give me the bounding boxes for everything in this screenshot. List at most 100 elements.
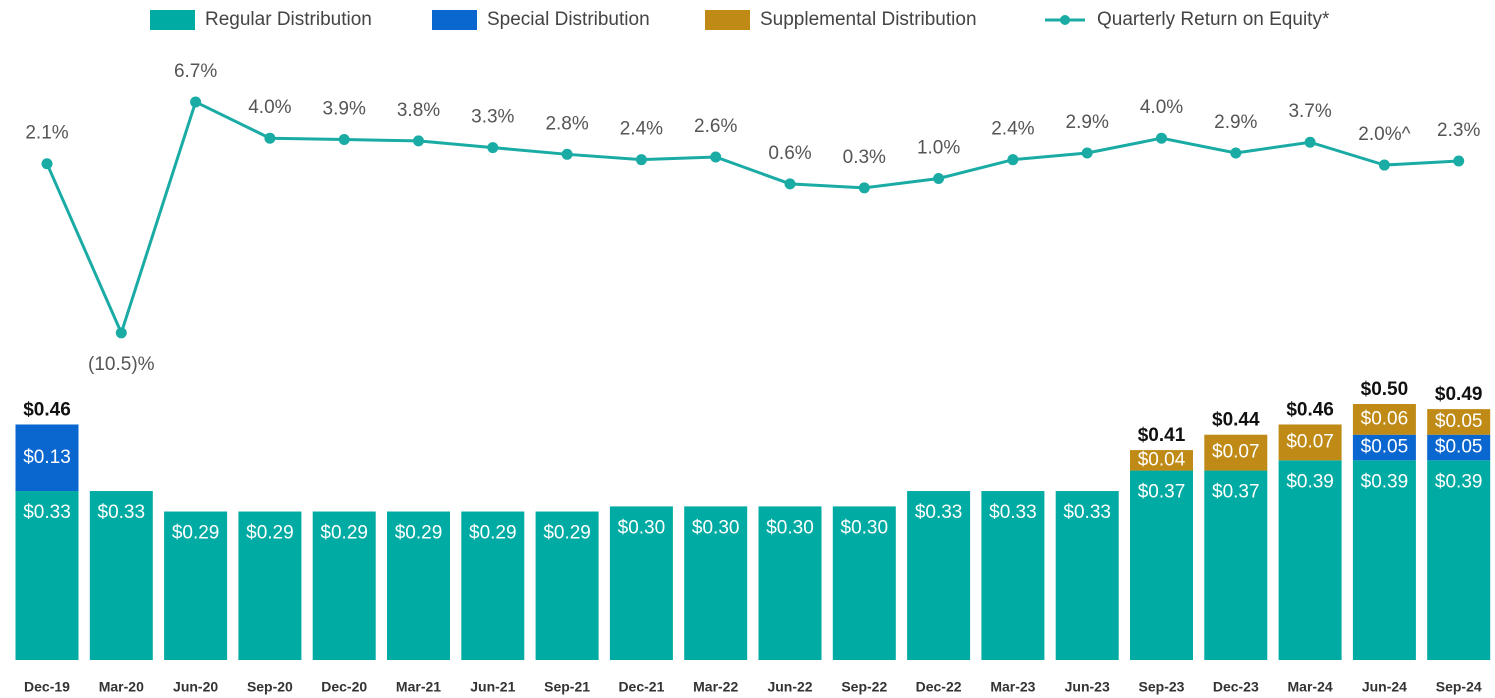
roe-point bbox=[190, 96, 202, 108]
legend-label: Quarterly Return on Equity* bbox=[1097, 9, 1330, 30]
x-tick-label: Jun-20 bbox=[173, 679, 218, 695]
bar-segment bbox=[1204, 470, 1268, 660]
bar-label: $0.33 bbox=[23, 502, 71, 523]
total-label: $0.46 bbox=[23, 399, 71, 420]
bar-label: $0.29 bbox=[172, 523, 220, 544]
roe-label: 2.0%^ bbox=[1358, 124, 1410, 145]
bar-segment bbox=[15, 424, 79, 492]
x-tick-label: Mar-20 bbox=[99, 679, 144, 695]
bar-label: $0.29 bbox=[246, 523, 294, 544]
bar-segment bbox=[461, 511, 525, 660]
roe-point bbox=[561, 148, 573, 160]
bar-label: $0.30 bbox=[692, 517, 740, 538]
legend-swatch bbox=[150, 10, 195, 30]
total-label: $0.44 bbox=[1212, 410, 1260, 431]
roe-label: 2.6% bbox=[694, 116, 737, 137]
roe-label: 2.9% bbox=[1214, 112, 1257, 133]
x-tick-label: Dec-20 bbox=[321, 679, 367, 695]
bar-label: $0.05 bbox=[1435, 437, 1483, 458]
roe-point bbox=[1007, 154, 1019, 166]
legend-label: Regular Distribution bbox=[205, 9, 372, 30]
x-tick-label: Dec-21 bbox=[618, 679, 664, 695]
bar-segment bbox=[1130, 450, 1193, 471]
bar-segment bbox=[15, 491, 79, 660]
bar-segment bbox=[312, 511, 376, 660]
x-tick-label: Mar-24 bbox=[1288, 679, 1333, 695]
roe-label: 3.8% bbox=[397, 100, 440, 121]
roe-point bbox=[1081, 147, 1093, 159]
roe-point bbox=[1453, 155, 1465, 167]
x-tick-label: Sep-20 bbox=[247, 679, 293, 695]
roe-point bbox=[487, 142, 499, 154]
legend-swatch bbox=[705, 10, 750, 30]
roe-point bbox=[115, 327, 127, 339]
legend-label: Supplemental Distribution bbox=[760, 9, 977, 30]
bar-label: $0.13 bbox=[23, 447, 71, 468]
roe-label: 3.7% bbox=[1288, 101, 1331, 122]
total-label: $0.46 bbox=[1286, 399, 1334, 420]
legend-swatch bbox=[432, 10, 477, 30]
bar-segment bbox=[238, 511, 302, 660]
total-label: $0.41 bbox=[1138, 425, 1186, 446]
bar-segment bbox=[1130, 470, 1193, 660]
roe-label: 4.0% bbox=[1140, 97, 1183, 118]
bar-label: $0.06 bbox=[1361, 408, 1409, 429]
roe-label: 3.9% bbox=[323, 99, 366, 120]
total-label: $0.49 bbox=[1435, 384, 1483, 405]
x-tick-label: Jun-23 bbox=[1065, 679, 1110, 695]
x-tick-label: Jun-22 bbox=[767, 679, 812, 695]
roe-point bbox=[1378, 159, 1390, 171]
bar-label: $0.39 bbox=[1361, 471, 1409, 492]
bar-label: $0.33 bbox=[98, 502, 146, 523]
bar-label: $0.29 bbox=[469, 523, 517, 544]
x-tick-label: Dec-22 bbox=[916, 679, 962, 695]
bar-segment bbox=[1278, 460, 1342, 660]
roe-point bbox=[933, 172, 945, 184]
bar-label: $0.29 bbox=[320, 523, 368, 544]
roe-label: 2.3% bbox=[1437, 120, 1480, 141]
bar-label: $0.05 bbox=[1435, 411, 1483, 432]
roe-point bbox=[635, 154, 647, 166]
bar-segment bbox=[1352, 460, 1416, 660]
x-tick-label: Mar-23 bbox=[990, 679, 1035, 695]
bar-segment bbox=[1427, 409, 1491, 435]
bar-label: $0.39 bbox=[1286, 471, 1334, 492]
bar-segment bbox=[758, 506, 822, 660]
bar-segment bbox=[1204, 434, 1268, 471]
roe-point bbox=[1304, 136, 1316, 148]
x-tick-label: Sep-23 bbox=[1139, 679, 1185, 695]
bar-segment bbox=[1352, 434, 1416, 461]
x-tick-label: Mar-22 bbox=[693, 679, 738, 695]
bar-label: $0.33 bbox=[1063, 502, 1111, 523]
roe-label: 2.8% bbox=[545, 113, 588, 134]
bar-segment bbox=[1427, 434, 1491, 461]
bar-segment bbox=[1427, 460, 1491, 660]
roe-point bbox=[710, 151, 722, 163]
bar-label: $0.29 bbox=[395, 523, 443, 544]
bar-label: $0.29 bbox=[543, 523, 591, 544]
bar-label: $0.07 bbox=[1286, 431, 1334, 452]
x-tick-label: Jun-21 bbox=[470, 679, 515, 695]
legend-dot bbox=[1060, 15, 1070, 25]
bar-label: $0.30 bbox=[766, 517, 814, 538]
x-tick-label: Dec-19 bbox=[24, 679, 70, 695]
bar-segment bbox=[609, 506, 673, 660]
roe-point bbox=[1230, 147, 1242, 159]
bar-segment bbox=[387, 511, 450, 660]
bar-label: $0.05 bbox=[1361, 437, 1409, 458]
legend-label: Special Distribution bbox=[487, 9, 650, 30]
bar-label: $0.07 bbox=[1212, 442, 1260, 463]
roe-label: 2.4% bbox=[620, 119, 663, 140]
total-label: $0.50 bbox=[1361, 379, 1409, 400]
roe-label: 0.6% bbox=[768, 143, 811, 164]
roe-label: 2.1% bbox=[25, 123, 68, 144]
bar-label: $0.39 bbox=[1435, 471, 1483, 492]
bar-segment bbox=[1278, 424, 1342, 461]
roe-label: 0.3% bbox=[843, 147, 886, 168]
bar-label: $0.33 bbox=[915, 502, 963, 523]
bar-segment bbox=[89, 491, 153, 660]
bar-segment bbox=[684, 506, 748, 660]
roe-line bbox=[45, 99, 1459, 338]
bar-segment bbox=[907, 491, 971, 660]
